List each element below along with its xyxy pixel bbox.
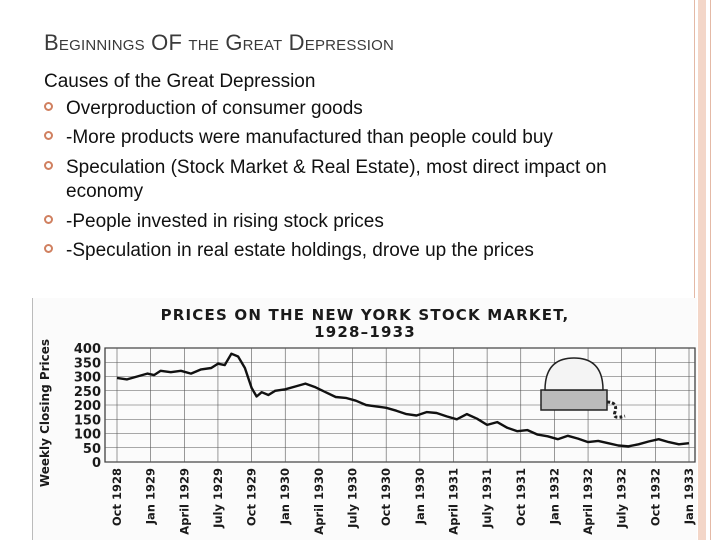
hollow-circle-bullet-icon bbox=[44, 161, 53, 171]
x-tick-label: Oct 1928 bbox=[110, 468, 124, 526]
hollow-circle-bullet-icon bbox=[44, 131, 53, 141]
y-axis-label: Weekly Closing Prices bbox=[38, 339, 52, 487]
y-tick-label: 200 bbox=[74, 399, 101, 414]
x-tick-label: April 1932 bbox=[581, 468, 595, 535]
y-tick-label: 350 bbox=[74, 356, 101, 371]
bullet-item: -More products were manufactured than pe… bbox=[44, 126, 684, 150]
price-series-line bbox=[116, 352, 690, 448]
x-tick-label: Jan 1933 bbox=[682, 468, 696, 525]
x-tick-label: July 1930 bbox=[346, 468, 360, 529]
x-tick-label: April 1929 bbox=[177, 468, 191, 535]
bullet-text: -People invested in rising stock prices bbox=[66, 210, 384, 232]
x-tick-label: July 1932 bbox=[615, 468, 629, 529]
y-tick-label: 50 bbox=[83, 442, 101, 457]
y-tick-label: 100 bbox=[74, 428, 101, 443]
x-tick-label: Jan 1930 bbox=[278, 468, 292, 525]
y-tick-label: 250 bbox=[74, 385, 101, 400]
x-tick-label: Jan 1929 bbox=[144, 468, 158, 525]
x-tick-label: Jan 1930 bbox=[413, 468, 427, 525]
chart-subtitle: 1928–1933 bbox=[314, 323, 416, 341]
x-tick-label: Oct 1929 bbox=[245, 468, 259, 526]
slide-heading: Causes of the Great Depression bbox=[44, 71, 316, 92]
ticker-tape bbox=[606, 400, 626, 419]
chart-title: PRICES ON THE NEW YORK STOCK MARKET, bbox=[160, 306, 570, 324]
ticker-dome bbox=[544, 357, 604, 391]
y-tick-label: 400 bbox=[74, 342, 101, 357]
bullet-item: -Speculation in real estate holdings, dr… bbox=[44, 239, 684, 263]
bullet-item: Overproduction of consumer goods bbox=[44, 97, 684, 121]
bullet-item: -People invested in rising stock prices bbox=[44, 210, 684, 234]
bullet-text: -Speculation in real estate holdings, dr… bbox=[66, 240, 534, 262]
bullet-text: -More products were manufactured than pe… bbox=[66, 127, 553, 149]
x-tick-label: Oct 1930 bbox=[379, 468, 393, 526]
slide-right-border bbox=[686, 0, 720, 540]
bullet-item: Speculation (Stock Market & Real Estate)… bbox=[44, 156, 684, 204]
y-tick-label: 0 bbox=[92, 456, 101, 471]
hollow-circle-bullet-icon bbox=[44, 101, 53, 111]
bullet-text: Speculation (Stock Market & Real Estate)… bbox=[66, 157, 607, 202]
slide-content: Causes of the Great Depression Overprodu… bbox=[44, 70, 684, 269]
y-tick-label: 300 bbox=[74, 371, 101, 386]
x-tick-label: April 1930 bbox=[312, 468, 326, 535]
slide-title: Beginnings OF the Great Depression bbox=[44, 30, 395, 55]
x-tick-label: July 1929 bbox=[211, 468, 225, 529]
hollow-circle-bullet-icon bbox=[44, 244, 53, 254]
x-tick-label: Oct 1931 bbox=[514, 468, 528, 526]
bullet-text: Overproduction of consumer goods bbox=[66, 97, 363, 119]
hollow-circle-bullet-icon bbox=[44, 214, 53, 224]
x-tick-label: July 1931 bbox=[480, 468, 494, 529]
y-tick-label: 150 bbox=[74, 413, 101, 428]
x-tick-label: Jan 1932 bbox=[547, 468, 561, 525]
ticker-base bbox=[540, 389, 608, 411]
stock-market-chart: PRICES ON THE NEW YORK STOCK MARKET, 192… bbox=[32, 298, 697, 540]
bullet-list: Overproduction of consumer goods -More p… bbox=[44, 97, 684, 264]
x-tick-label: Oct 1932 bbox=[648, 468, 662, 526]
x-tick-label: April 1931 bbox=[446, 468, 460, 535]
